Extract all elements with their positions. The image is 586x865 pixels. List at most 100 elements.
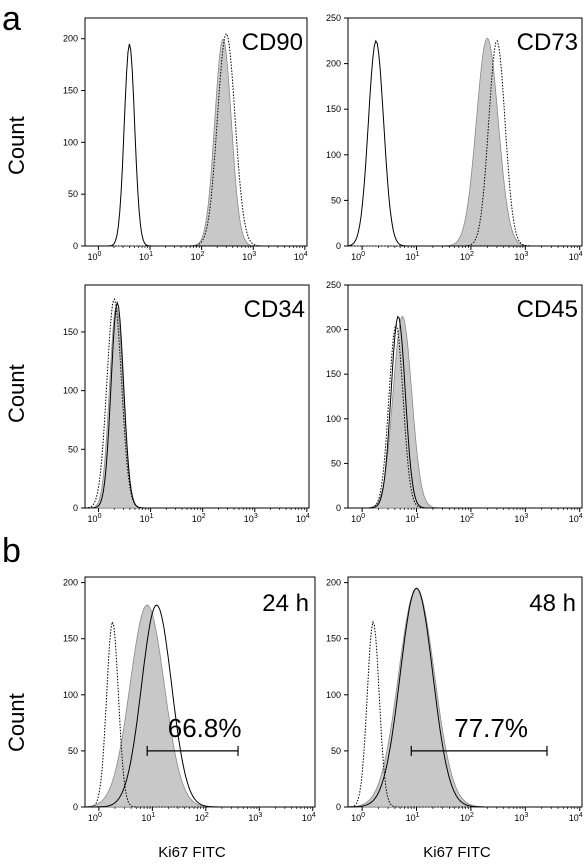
series-2-filled-curve (347, 587, 582, 808)
y-tick-label: 150 (63, 86, 78, 96)
y-tick-label: 0 (73, 503, 78, 513)
y-tick-label: 50 (68, 444, 78, 454)
histogram-panel-3: 0 50 100 150 100 101 102 103 104 CD34 (63, 284, 310, 524)
y-tick-label: 100 (63, 137, 78, 147)
y-tick-label: 100 (326, 150, 341, 160)
series-1-outline-curve (347, 39, 582, 247)
histogram-panel-4: 0 50 100 150 200 250 100 101 102 103 104 CD45 (326, 280, 583, 524)
x-tick-label: 102 (460, 513, 474, 524)
histogram-title: CD34 (244, 296, 305, 323)
x-tick-label: 103 (514, 251, 528, 262)
y-tick-label: 50 (68, 746, 78, 756)
x-tick-label: 102 (460, 251, 474, 262)
y-tick-label: 0 (336, 241, 341, 251)
title-backdrop (259, 590, 312, 617)
y-tick-label: 200 (326, 325, 341, 335)
panel-label-a: a (2, 0, 21, 38)
x-tick-label: 102 (192, 513, 206, 524)
histogram-title: CD73 (517, 29, 578, 56)
title-backdrop (526, 590, 579, 617)
histogram-panel-2: 0 50 100 150 200 250 100 101 102 103 104 CD73 (326, 13, 583, 262)
histogram-title: CD90 (242, 29, 303, 56)
series-3-outline-curve (85, 604, 315, 808)
histogram-title: CD45 (517, 296, 578, 323)
y-tick-label: 100 (63, 386, 78, 396)
y-tick-label: 200 (63, 578, 78, 588)
series-2-outline-curve (85, 300, 309, 509)
x-tick-label: 100 (88, 812, 102, 823)
y-axis-label-row2: Count (4, 364, 29, 423)
histogram-panel-6: 0 50 100 150 200 100 101 102 103 104 48 h 77.7% Ki67… (326, 576, 583, 861)
y-tick-label: 200 (326, 578, 341, 588)
histogram-title: 48 h (529, 590, 576, 617)
series-2-outline-curve (348, 315, 582, 509)
series-3-outline-curve (348, 587, 582, 808)
series-2-dotted-curve (348, 39, 582, 247)
y-tick-label: 100 (326, 414, 341, 424)
gate-percent-label: 77.7% (454, 713, 528, 743)
y-tick-label: 0 (73, 802, 78, 812)
y-tick-label: 150 (326, 104, 341, 114)
x-tick-label: 104 (296, 513, 310, 524)
x-tick-label: 104 (294, 251, 308, 262)
title-backdrop (238, 29, 306, 56)
x-tick-label: 103 (242, 251, 256, 262)
y-tick-label: 200 (63, 34, 78, 44)
x-tick-label: 101 (140, 513, 154, 524)
y-tick-label: 100 (63, 690, 78, 700)
title-backdrop (513, 29, 581, 56)
title-backdrop (513, 296, 581, 323)
x-tick-label: 100 (351, 513, 365, 524)
x-tick-label: 101 (141, 812, 155, 823)
y-tick-label: 250 (326, 13, 341, 23)
x-tick-label: 104 (302, 812, 316, 823)
histogram-title: 24 h (262, 590, 309, 617)
y-tick-label: 50 (331, 195, 341, 205)
x-tick-label: 102 (195, 812, 209, 823)
series-3-filled-curve (85, 38, 307, 247)
series-1-outline-curve (85, 43, 307, 247)
y-tick-label: 0 (336, 503, 341, 513)
x-tick-label: 103 (244, 513, 258, 524)
series-3-filled-curve (348, 37, 582, 247)
x-tick-label: 100 (88, 513, 102, 524)
y-axis-label-row1: Count (4, 116, 29, 175)
x-tick-label: 104 (569, 812, 583, 823)
x-tick-label: 104 (569, 513, 583, 524)
y-tick-label: 150 (63, 327, 78, 337)
y-tick-label: 150 (63, 634, 78, 644)
y-tick-label: 50 (68, 189, 78, 199)
x-tick-label: 100 (351, 812, 365, 823)
y-tick-label: 150 (326, 369, 341, 379)
x-tick-label: 103 (248, 812, 262, 823)
x-tick-label: 102 (460, 812, 474, 823)
y-tick-label: 150 (326, 634, 341, 644)
series-1-filled-curve (85, 306, 309, 509)
x-tick-label: 102 (191, 251, 205, 262)
x-tick-label: 101 (406, 812, 420, 823)
x-tick-label: 104 (569, 251, 583, 262)
y-tick-label: 100 (326, 690, 341, 700)
x-tick-label: 100 (87, 251, 101, 262)
series-2-dotted-curve (85, 32, 307, 247)
y-tick-label: 250 (326, 280, 341, 290)
x-tick-label: 103 (514, 513, 528, 524)
y-tick-label: 0 (73, 241, 78, 251)
y-tick-label: 200 (326, 59, 341, 69)
y-tick-label: 0 (336, 802, 341, 812)
series-1-filled-curve (348, 315, 582, 509)
x-tick-label: 100 (351, 251, 365, 262)
x-tick-label: 101 (139, 251, 153, 262)
x-axis-label: Ki67 FITC (158, 844, 226, 861)
gate-percent-label: 66.8% (168, 713, 242, 743)
y-axis-label-row3: Count (4, 693, 29, 752)
x-tick-label: 101 (406, 513, 420, 524)
x-tick-label: 101 (406, 251, 420, 262)
x-tick-label: 103 (514, 812, 528, 823)
series-3-dotted-curve (348, 323, 582, 509)
histogram-panel-5: 0 50 100 150 200 100 101 102 103 104 24 h 66.8% Ki67… (63, 576, 316, 861)
y-tick-label: 50 (331, 458, 341, 468)
y-tick-label: 50 (331, 746, 341, 756)
title-backdrop (240, 296, 308, 323)
